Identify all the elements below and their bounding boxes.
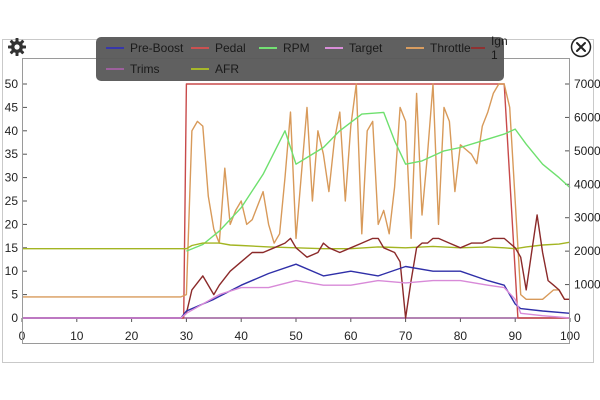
- x-tick-label: 40: [235, 329, 249, 343]
- x-tick-label: 0: [19, 329, 26, 343]
- y-left-tick-label: 15: [5, 241, 19, 255]
- legend-swatch: [406, 47, 424, 49]
- legend-item-throttle: Throttle: [406, 41, 471, 55]
- y-left-axis: 0 5 10 15 20 25 30 35 40 45 50: [5, 77, 27, 325]
- chart-legend: Pre-Boost Pedal RPM Target Throttle Ign 1 Trim…: [96, 34, 508, 81]
- legend-swatch: [471, 47, 485, 49]
- x-tick-label: 60: [344, 329, 358, 343]
- legend-item-rpm: RPM: [259, 41, 310, 55]
- legend-label: Pedal: [215, 41, 246, 55]
- y-left-tick-label: 10: [5, 264, 19, 278]
- legend-swatch: [259, 47, 277, 49]
- legend-swatch: [191, 47, 209, 49]
- legend-item-afr: AFR: [191, 62, 239, 76]
- y-right-tick-label: 0: [574, 311, 581, 325]
- x-tick-label: 10: [70, 329, 84, 343]
- legend-label: Throttle: [430, 41, 471, 55]
- legend-label: RPM: [283, 41, 310, 55]
- y-right-tick-label: 7000: [574, 77, 600, 91]
- x-tick-label: 80: [454, 329, 468, 343]
- legend-label: Target: [349, 41, 383, 55]
- legend-item-pedal: Pedal: [191, 41, 246, 55]
- y-left-tick-label: 25: [5, 194, 19, 208]
- y-left-tick-label: 40: [5, 124, 19, 138]
- y-left-tick-label: 35: [5, 147, 19, 161]
- legend-item-ign-1: Ign 1: [471, 34, 512, 62]
- legend-label: AFR: [215, 62, 239, 76]
- y-right-tick-label: 3000: [574, 211, 600, 225]
- y-left-tick-label: 50: [5, 77, 19, 91]
- y-right-axis: 0 1000 2000 3000 4000 5000 6000 7000: [565, 77, 600, 325]
- x-tick-label: 70: [399, 329, 413, 343]
- x-tick-label: 50: [289, 329, 303, 343]
- plot-background: [22, 58, 570, 344]
- y-left-tick-label: 45: [5, 100, 19, 114]
- y-left-tick-label: 20: [5, 217, 19, 231]
- x-tick-label: 100: [560, 329, 580, 343]
- y-right-tick-label: 4000: [574, 177, 600, 191]
- y-right-tick-label: 2000: [574, 244, 600, 258]
- legend-label: Pre-Boost: [130, 41, 184, 55]
- series-line-ign-1: [22, 214, 570, 319]
- y-left-tick-label: 0: [11, 311, 18, 325]
- series-lines: [22, 83, 571, 319]
- legend-item-target: Target: [325, 41, 382, 55]
- series-line-throttle: [22, 83, 570, 300]
- legend-label: Ign 1: [490, 34, 508, 62]
- series-line-afr: [22, 241, 571, 250]
- x-axis: 0 10 20 30 40 50 60 70 80 90 100: [19, 318, 580, 343]
- series-line-pedal: [22, 83, 570, 319]
- series-line-rpm: [186, 111, 571, 252]
- legend-swatch: [106, 68, 124, 70]
- legend-swatch: [106, 47, 124, 49]
- y-right-tick-label: 1000: [574, 278, 600, 292]
- y-right-tick-label: 5000: [574, 144, 600, 158]
- gear-icon[interactable]: [6, 36, 28, 58]
- x-tick-label: 30: [180, 329, 194, 343]
- close-circle-icon[interactable]: [570, 36, 592, 58]
- legend-item-pre-boost: Pre-Boost: [106, 41, 183, 55]
- legend-swatch: [191, 68, 209, 70]
- x-tick-label: 90: [509, 329, 523, 343]
- series-line-target: [22, 279, 571, 319]
- y-right-tick-label: 6000: [574, 110, 600, 124]
- legend-item-trims: Trims: [106, 62, 160, 76]
- legend-swatch: [325, 47, 343, 49]
- y-left-tick-label: 30: [5, 171, 19, 185]
- x-tick-label: 20: [125, 329, 139, 343]
- y-left-tick-label: 5: [11, 288, 18, 302]
- legend-label: Trims: [130, 62, 160, 76]
- series-line-pre-boost: [22, 263, 571, 319]
